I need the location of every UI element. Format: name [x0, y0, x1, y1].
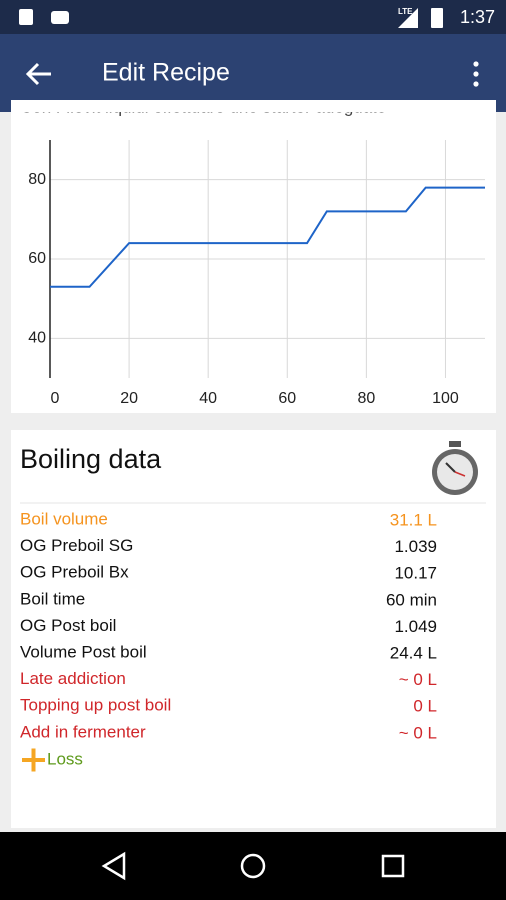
- row-value: 0 L: [413, 697, 437, 716]
- y-tick-label: 60: [28, 250, 46, 267]
- android-icon: [51, 11, 69, 24]
- clock: 1:37: [460, 7, 495, 27]
- status-bar: [0, 0, 506, 34]
- y-tick-label: 40: [28, 330, 46, 347]
- stopwatch-hand[interactable]: [454, 471, 466, 477]
- row-value: ~ 0 L: [399, 723, 437, 742]
- network-label: LTE: [398, 7, 413, 16]
- row-label: Boil volume: [20, 509, 108, 528]
- row-value: 1.039: [394, 537, 437, 556]
- row-value: 60 min: [386, 590, 437, 609]
- x-tick-label: 60: [278, 390, 296, 407]
- app-bar: [0, 34, 506, 112]
- plus-icon[interactable]: [31, 748, 36, 772]
- overflow-menu[interactable]: [473, 61, 479, 87]
- back-button[interactable]: [25, 62, 51, 86]
- chart-card: [11, 100, 496, 413]
- row-label: OG Post boil: [20, 616, 116, 635]
- nav-home[interactable]: [240, 853, 266, 879]
- nav-back[interactable]: [101, 851, 126, 881]
- battery-icon: [431, 8, 443, 28]
- x-tick-label: 20: [120, 390, 138, 407]
- x-tick-label: 40: [199, 390, 217, 407]
- row-label: Volume Post boil: [20, 642, 147, 661]
- y-tick-label: 80: [28, 171, 46, 188]
- row-label: OG Preboil Bx: [20, 563, 129, 582]
- row-value: 31.1 L: [390, 510, 437, 529]
- x-tick-label: 0: [51, 390, 60, 407]
- signal-icon: [398, 8, 418, 28]
- menu-dot[interactable]: [473, 71, 479, 77]
- add-loss-button[interactable]: Loss: [22, 748, 83, 772]
- boiling-card: [11, 430, 496, 828]
- row-label: Late addiction: [20, 669, 126, 688]
- data-line: [50, 186, 485, 288]
- sd-icon: [19, 9, 33, 25]
- stopwatch-crown[interactable]: [449, 441, 461, 447]
- stopwatch-icon[interactable]: [432, 441, 478, 495]
- note-text: Con Filevit liquidi effettuare uno start…: [20, 97, 386, 116]
- x-tick-label: 80: [357, 390, 375, 407]
- row-value: 1.049: [394, 617, 437, 636]
- row-value: 10.17: [394, 564, 437, 583]
- card-title: Boiling data: [20, 444, 162, 474]
- menu-dot[interactable]: [473, 61, 479, 67]
- back-arrow-head[interactable]: [25, 62, 40, 86]
- boiling-rows: Boil volume 31.1 L OG Preboil SG 1.039 OG Pr…: [20, 509, 437, 742]
- row-label: OG Preboil SG: [20, 536, 133, 555]
- nav-recents[interactable]: [381, 854, 405, 878]
- row-value: ~ 0 L: [399, 670, 437, 689]
- app-title: Edit Recipe: [102, 59, 230, 87]
- menu-dot[interactable]: [473, 81, 479, 87]
- row-label: Boil time: [20, 589, 85, 608]
- x-tick-label: 100: [432, 390, 459, 407]
- add-loss-label[interactable]: Loss: [47, 749, 83, 768]
- row-value: 24.4 L: [390, 643, 437, 662]
- row-label: Topping up post boil: [20, 696, 171, 715]
- stopwatch-hand[interactable]: [445, 462, 456, 473]
- chart: 40 60 80 0 20 40 60 80 100: [28, 140, 485, 407]
- row-label: Add in fermenter: [20, 722, 146, 741]
- navigation-bar: [0, 832, 506, 900]
